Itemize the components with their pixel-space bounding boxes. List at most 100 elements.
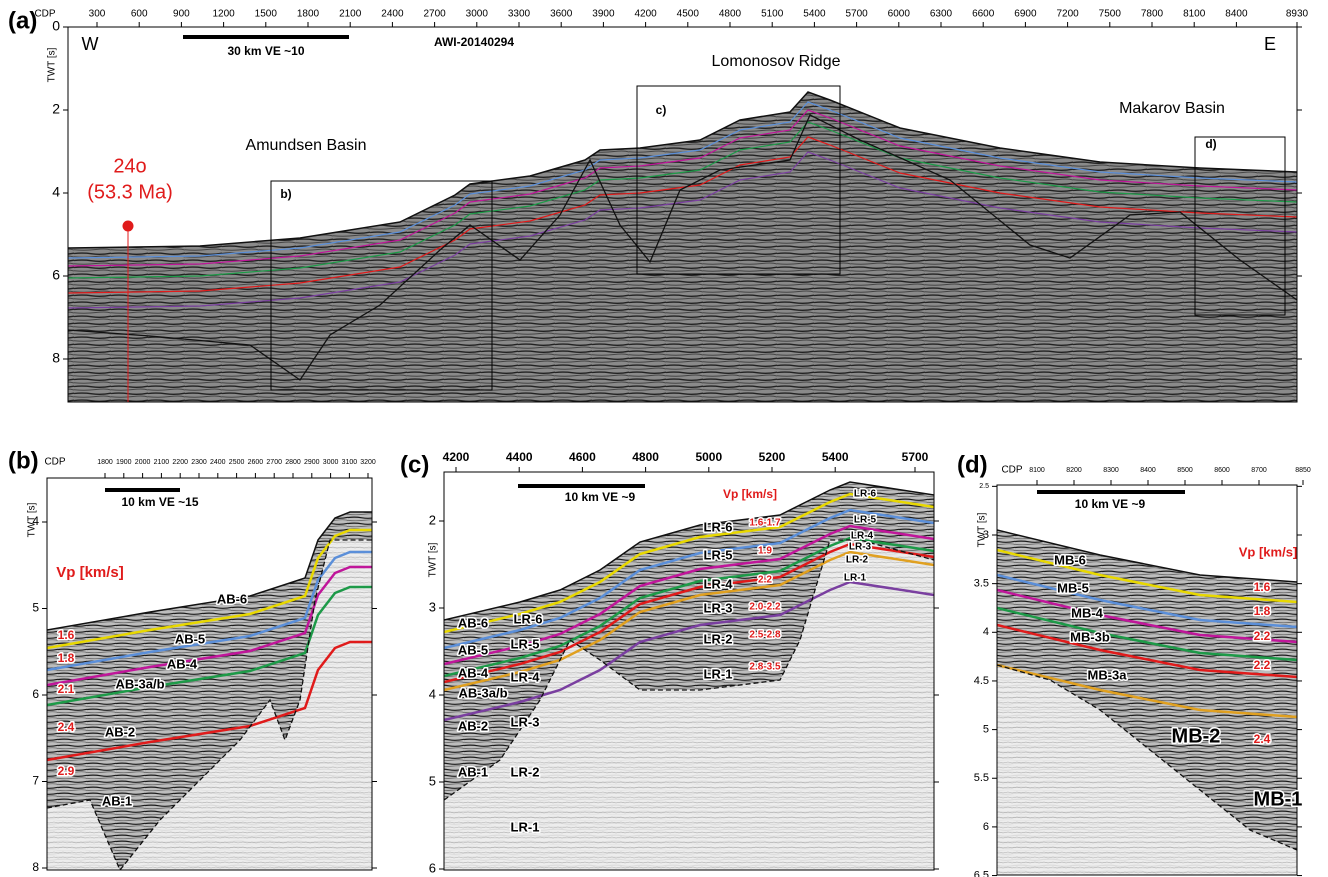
unit-label: AB-5 [458, 642, 488, 657]
twt-tick-label: 8 [52, 350, 60, 366]
cdp-tick-label: 3600 [550, 9, 573, 20]
unit-label: LR-4 [511, 669, 541, 684]
twt-tick-label: 0 [52, 18, 60, 34]
twt-tick-label: 2.5 [979, 483, 989, 490]
cdp-tick-label: 8400 [1140, 467, 1156, 474]
twt-tick-label: 4 [52, 184, 60, 200]
velocity-label: 2.4 [58, 720, 75, 734]
velocity-label: 1.6 [58, 628, 75, 642]
unit-label: AB-6 [458, 615, 488, 630]
cdp-tick-label: 3300 [508, 9, 531, 20]
scale-bar-label: 10 km VE ~9 [1075, 497, 1146, 511]
annotation: (53.3 Ma) [87, 181, 173, 203]
unit-label: LR-5 [854, 515, 877, 526]
figure: (a)CDPTWT [s]300600900120015001800210024… [0, 0, 1328, 877]
cdp-tick-label: 1200 [212, 9, 235, 20]
cdp-tick-label: 4200 [634, 9, 657, 20]
unit-label: AB-5 [175, 631, 205, 646]
unit-label: MB-4 [1071, 605, 1104, 620]
velocity-title: Vp [km/s] [723, 487, 777, 501]
annotation: E [1264, 34, 1276, 54]
seismic-section [47, 478, 372, 870]
cdp-tick-label: 8930 [1286, 9, 1309, 20]
cdp-tick-label: 4500 [677, 9, 700, 20]
y-axis-label: TWT [s] [428, 542, 439, 577]
velocity-label: 1.8 [58, 651, 75, 665]
cdp-tick-label: 2700 [423, 9, 446, 20]
cdp-tick-label: 8300 [1103, 467, 1119, 474]
panel: (b)CDPTWT [s]180019002000210022002300240… [8, 447, 377, 874]
velocity-label: 1.8 [1254, 604, 1271, 618]
cdp-tick-label: 2100 [339, 9, 362, 20]
cdp-tick-label: 1500 [255, 9, 278, 20]
cdp-tick-label: 900 [173, 9, 190, 20]
unit-label: LR-1 [511, 819, 540, 834]
velocity-title: Vp [km/s] [1239, 544, 1298, 559]
twt-tick-label: 3.5 [974, 578, 989, 590]
annotation: Amundsen Basin [246, 137, 367, 154]
twt-tick-label: 3 [983, 529, 989, 541]
velocity-label: 2.5-2.8 [749, 630, 781, 641]
twt-tick-label: 8 [32, 860, 39, 874]
unit-label: MB-3b [1070, 629, 1110, 644]
annotation: c) [656, 103, 667, 117]
cdp-tick-label: 300 [89, 9, 106, 20]
cdp-tick-label: 8100 [1183, 9, 1206, 20]
cdp-tick-label: 7500 [1099, 9, 1122, 20]
annotation: AWI-20140294 [434, 35, 514, 49]
unit-label: AB-3a/b [115, 676, 164, 691]
cdp-tick-label: 4800 [632, 450, 659, 464]
twt-tick-label: 3 [429, 599, 436, 614]
twt-tick-label: 6 [983, 821, 989, 833]
cdp-tick-label: 6300 [930, 9, 953, 20]
cdp-tick-label: 8200 [1066, 467, 1082, 474]
x-axis-label: CDP [1001, 465, 1022, 476]
twt-tick-label: 5 [32, 601, 39, 615]
cdp-tick-label: 5100 [761, 9, 784, 20]
scale-bar-label: 30 km VE ~10 [227, 44, 304, 58]
cdp-tick-label: 5400 [822, 450, 849, 464]
unit-label: AB-6 [217, 591, 247, 606]
unit-label: LR-3 [511, 714, 540, 729]
cdp-tick-label: 2500 [229, 459, 245, 466]
cdp-tick-label: 3000 [466, 9, 489, 20]
cdp-tick-label: 8600 [1214, 467, 1230, 474]
velocity-label: 2.1 [58, 682, 75, 696]
annotation: d) [1205, 137, 1216, 151]
velocity-label: 2.4 [1254, 732, 1271, 746]
unit-label: LR-6 [854, 489, 877, 500]
cdp-tick-label: 2800 [285, 459, 301, 466]
cdp-tick-label: 1800 [97, 459, 113, 466]
velocity-label: 2.0-2.2 [749, 602, 781, 613]
cdp-tick-label: 2200 [172, 459, 188, 466]
site-marker [123, 221, 134, 232]
unit-label: LR-1 [844, 573, 867, 584]
cdp-tick-label: 8100 [1029, 467, 1045, 474]
panel-label: (a) [8, 7, 37, 34]
annotation: Makarov Basin [1119, 100, 1225, 117]
unit-label: LR-2 [704, 631, 733, 646]
twt-tick-label: 6 [32, 687, 39, 701]
y-axis-label: TWT [s] [47, 47, 58, 82]
unit-label: LR-2 [511, 764, 540, 779]
annotation: Lomonosov Ridge [712, 53, 841, 70]
cdp-tick-label: 4200 [443, 450, 470, 464]
cdp-tick-label: 4400 [506, 450, 533, 464]
cdp-tick-label: 5200 [759, 450, 786, 464]
unit-label: AB-1 [102, 793, 132, 808]
unit-label: MB-5 [1057, 580, 1089, 595]
cdp-tick-label: 6900 [1014, 9, 1037, 20]
velocity-label: 2.9 [58, 764, 75, 778]
unit-label: AB-1 [458, 764, 488, 779]
twt-tick-label: 5.5 [974, 772, 989, 784]
twt-tick-label: 4 [983, 626, 989, 638]
unit-label: MB-1 [1254, 788, 1303, 810]
cdp-tick-label: 8500 [1177, 467, 1193, 474]
x-axis-label: CDP [44, 457, 65, 468]
cdp-tick-label: 4600 [569, 450, 596, 464]
scale-bar-label: 10 km VE ~9 [565, 490, 636, 504]
unit-label: AB-3a/b [458, 685, 507, 700]
cdp-tick-label: 7800 [1141, 9, 1164, 20]
twt-tick-label: 6 [52, 267, 60, 283]
